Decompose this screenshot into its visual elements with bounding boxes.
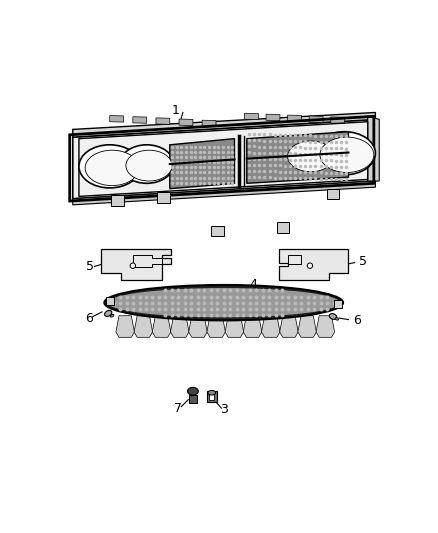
Polygon shape — [170, 316, 189, 337]
Polygon shape — [134, 316, 152, 337]
Polygon shape — [110, 116, 124, 122]
Polygon shape — [170, 139, 234, 189]
Ellipse shape — [187, 387, 198, 395]
Bar — [207, 391, 217, 402]
Polygon shape — [288, 115, 301, 122]
Ellipse shape — [85, 150, 139, 185]
Ellipse shape — [110, 314, 114, 317]
Text: 6: 6 — [353, 314, 361, 327]
Text: 6: 6 — [85, 312, 93, 325]
Bar — [277, 222, 289, 232]
Text: 3: 3 — [221, 403, 228, 416]
Polygon shape — [189, 316, 207, 337]
Polygon shape — [247, 132, 349, 183]
Bar — [212, 225, 224, 237]
Bar — [111, 195, 124, 206]
Polygon shape — [73, 119, 375, 199]
Ellipse shape — [314, 132, 375, 175]
Polygon shape — [225, 316, 244, 337]
Text: 1: 1 — [171, 103, 179, 117]
Polygon shape — [266, 114, 280, 120]
Ellipse shape — [126, 150, 172, 181]
Ellipse shape — [79, 145, 141, 188]
Ellipse shape — [329, 313, 337, 319]
Ellipse shape — [288, 141, 334, 172]
Ellipse shape — [104, 285, 343, 320]
Polygon shape — [243, 316, 262, 337]
Polygon shape — [279, 249, 349, 280]
Text: 5: 5 — [86, 260, 94, 273]
Polygon shape — [100, 249, 171, 280]
Ellipse shape — [282, 135, 336, 174]
Ellipse shape — [335, 318, 339, 320]
Polygon shape — [156, 118, 170, 124]
Ellipse shape — [120, 145, 173, 183]
Polygon shape — [244, 113, 258, 120]
Polygon shape — [288, 255, 301, 264]
Polygon shape — [73, 181, 375, 205]
Polygon shape — [207, 316, 226, 337]
Text: 7: 7 — [174, 402, 182, 415]
Bar — [327, 189, 339, 199]
Polygon shape — [280, 316, 298, 337]
Bar — [334, 301, 342, 308]
Polygon shape — [133, 117, 147, 123]
Circle shape — [130, 263, 135, 269]
Polygon shape — [309, 116, 323, 123]
Polygon shape — [152, 316, 171, 337]
Circle shape — [307, 263, 313, 269]
Text: 4: 4 — [249, 278, 257, 292]
Text: 5: 5 — [359, 255, 367, 268]
Polygon shape — [261, 316, 280, 337]
Polygon shape — [316, 316, 335, 337]
Polygon shape — [331, 117, 345, 124]
Ellipse shape — [320, 137, 374, 173]
Bar — [106, 297, 113, 305]
Ellipse shape — [208, 391, 215, 395]
Polygon shape — [73, 112, 375, 137]
Ellipse shape — [105, 310, 112, 317]
Polygon shape — [367, 116, 379, 181]
Bar — [209, 393, 215, 400]
Polygon shape — [179, 119, 193, 126]
Polygon shape — [298, 316, 316, 337]
Polygon shape — [116, 316, 134, 337]
Bar — [189, 395, 197, 403]
Ellipse shape — [107, 288, 340, 317]
Polygon shape — [202, 120, 216, 127]
Polygon shape — [133, 255, 162, 267]
Bar — [158, 192, 170, 203]
